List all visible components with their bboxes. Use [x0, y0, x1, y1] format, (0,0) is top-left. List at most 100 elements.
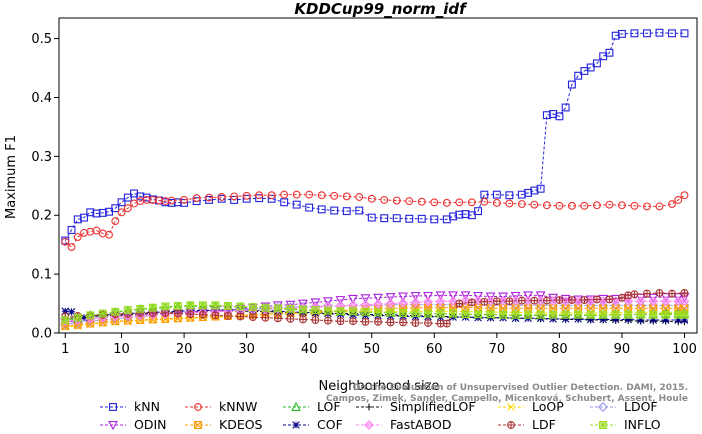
data-point-knnw — [517, 200, 526, 209]
data-point-ldf — [424, 319, 432, 327]
data-point-knn — [380, 214, 389, 223]
data-point-knnw — [280, 190, 289, 199]
data-point-knnw — [668, 200, 676, 209]
legend-item-cof: COF — [283, 417, 343, 432]
series-line-loop — [65, 310, 685, 328]
data-point-knnw — [292, 190, 301, 199]
data-point-odin — [435, 291, 446, 301]
legend-item-knn: kNN — [100, 399, 160, 414]
data-point-knn — [342, 207, 351, 216]
data-point-knnw — [567, 201, 576, 210]
data-point-inflo — [474, 310, 483, 319]
data-point-ldof — [623, 300, 634, 311]
data-point-ldf — [580, 296, 589, 304]
data-point-ldf — [411, 319, 420, 327]
series-line-knn — [64, 32, 685, 241]
data-point-fastabod — [385, 298, 396, 309]
data-point-knn — [305, 203, 314, 212]
y-tick-label: 0.0 — [31, 327, 52, 342]
legend-label-odin: ODIN — [134, 417, 167, 432]
data-point-knnw — [542, 201, 551, 210]
data-point-ldf — [467, 298, 476, 307]
data-point-knnw — [555, 201, 564, 210]
data-point-odin — [523, 291, 534, 301]
data-point-knn — [123, 193, 132, 202]
y-tick-label: 0.2 — [31, 209, 52, 224]
data-point-knnw — [355, 193, 364, 201]
data-point-knnw — [117, 208, 126, 217]
data-point-knn — [655, 28, 664, 37]
data-point-fastabod — [373, 299, 383, 310]
data-point-knn — [505, 191, 514, 200]
data-point-knnw — [580, 201, 589, 210]
data-point-cof — [561, 315, 570, 323]
legend-label-knnw: kNNW — [219, 399, 257, 414]
data-point-knn — [392, 214, 401, 223]
data-point-knn — [561, 103, 570, 112]
data-point-knnw — [617, 201, 626, 210]
data-point-fastabod — [635, 296, 646, 307]
data-point-knnw — [342, 192, 351, 201]
chart-title: KDDCup99_norm_idf — [294, 0, 468, 18]
data-point-fastabod — [660, 296, 671, 307]
data-point-knnw — [492, 198, 501, 207]
data-point-knnw — [92, 226, 101, 235]
data-point-knn — [280, 198, 289, 207]
data-point-odin — [310, 298, 321, 308]
x-tick-label: 40 — [301, 342, 318, 357]
data-point-knnw — [392, 196, 401, 205]
data-point-odin — [648, 293, 659, 303]
data-point-inflo — [411, 309, 420, 317]
data-point-inflo — [173, 301, 182, 310]
data-point-fastabod — [398, 298, 408, 308]
data-point-fastabod — [423, 296, 433, 307]
data-point-cof — [680, 316, 689, 324]
data-point-knnw — [230, 192, 239, 201]
data-point-knn — [111, 204, 120, 213]
data-point-inflo — [524, 310, 533, 319]
data-point-odin — [360, 294, 371, 304]
legend-item-loop: LoOP — [498, 399, 564, 414]
data-point-ldof — [510, 300, 521, 311]
data-point-knnw — [255, 191, 264, 200]
data-point-knn — [536, 184, 545, 193]
data-point-inflo — [136, 304, 145, 313]
x-tick-label: 60 — [426, 342, 443, 357]
data-point-knnw — [505, 199, 514, 208]
data-point-inflo — [511, 310, 520, 319]
data-point-knnw — [67, 243, 76, 251]
data-point-fastabod — [679, 296, 690, 307]
data-point-knn — [430, 215, 439, 224]
legend-label-loop: LoOP — [532, 399, 564, 414]
data-point-ldf — [517, 296, 526, 305]
y-axis-label: Maximum F1 — [4, 135, 19, 219]
data-point-odin — [498, 292, 509, 302]
data-point-knnw — [217, 193, 226, 201]
data-point-knnw — [242, 191, 251, 200]
data-point-fastabod — [448, 296, 458, 307]
data-point-inflo — [161, 302, 170, 311]
data-point-knnw — [592, 201, 601, 210]
series-knn — [61, 28, 689, 245]
legend-marker-simplifiedlof — [365, 403, 373, 411]
data-point-inflo — [549, 310, 558, 319]
data-point-knnw — [480, 197, 489, 206]
data-point-cof — [649, 316, 658, 324]
data-point-fastabod — [648, 296, 659, 307]
legend-label-simplifiedlof: SimplifiedLOF — [390, 399, 476, 414]
data-point-ldf — [298, 315, 307, 324]
data-point-inflo — [424, 309, 432, 318]
data-point-knn — [292, 200, 301, 209]
data-point-ldf — [455, 299, 464, 308]
x-tick-label: 50 — [363, 342, 380, 357]
x-tick-label: 20 — [176, 342, 193, 357]
data-point-fastabod — [485, 295, 496, 306]
data-point-inflo — [361, 307, 370, 316]
data-point-knn — [405, 214, 414, 223]
data-point-knn — [67, 226, 76, 234]
data-point-inflo — [211, 301, 220, 310]
data-point-ldf — [399, 318, 407, 327]
data-point-inflo — [248, 303, 257, 312]
data-point-inflo — [236, 302, 245, 311]
data-point-inflo — [73, 313, 82, 322]
